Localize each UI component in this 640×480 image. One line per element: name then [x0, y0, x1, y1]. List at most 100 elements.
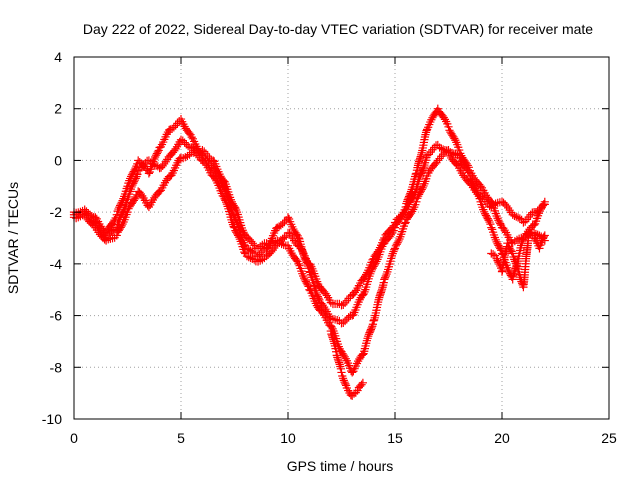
data-point-marker: [508, 249, 517, 258]
data-point-marker: [443, 119, 452, 128]
data-point-marker: [111, 213, 120, 223]
data-point-marker: [367, 265, 377, 274]
plot-frame: [73, 56, 610, 420]
data-point-marker: [507, 238, 516, 247]
data-point-marker: [511, 259, 520, 268]
data-point-marker: [129, 177, 139, 186]
series-trace-d: [326, 228, 549, 400]
data-point-marker: [400, 219, 409, 228]
data-series: [69, 104, 549, 400]
data-point-marker: [230, 202, 239, 212]
data-point-marker: [116, 211, 126, 220]
data-point-marker: [138, 160, 147, 169]
data-point-marker: [358, 350, 367, 359]
series-trace-c: [69, 145, 549, 377]
data-point-marker: [364, 330, 374, 339]
data-point-marker: [301, 255, 310, 264]
data-point-marker: [300, 253, 309, 262]
data-point-marker: [337, 368, 346, 377]
data-point-marker: [134, 156, 143, 165]
data-point-marker: [535, 244, 544, 253]
data-point-marker: [404, 192, 414, 201]
data-point-marker: [241, 231, 250, 240]
data-point-marker: [503, 239, 512, 248]
data-point-marker: [228, 209, 238, 218]
data-point-marker: [475, 194, 484, 203]
data-point-marker: [340, 378, 349, 387]
data-point-marker: [301, 256, 311, 265]
data-point-marker: [294, 233, 303, 243]
data-point-marker: [358, 378, 367, 387]
data-point-marker: [365, 328, 374, 337]
data-point-marker: [464, 168, 473, 177]
y-axis-title: SDTVAR / TECUs: [5, 182, 21, 294]
data-point-marker: [539, 232, 549, 241]
data-point-marker: [366, 325, 376, 334]
data-point-marker: [102, 228, 111, 237]
data-point-marker: [444, 122, 453, 131]
data-point-marker: [368, 320, 378, 329]
data-point-marker: [112, 210, 121, 219]
data-point-marker: [112, 231, 121, 240]
x-tick-label: 10: [280, 430, 296, 446]
y-tick-label: -2: [50, 204, 63, 220]
data-point-marker: [265, 249, 274, 258]
data-point-marker: [244, 234, 253, 243]
data-point-marker: [486, 220, 495, 229]
y-tick-label: -8: [50, 359, 63, 375]
data-point-marker: [137, 159, 146, 168]
x-tick-label: 20: [494, 430, 510, 446]
data-point-marker: [512, 260, 521, 270]
data-point-marker: [404, 193, 413, 203]
data-point-marker: [283, 228, 293, 237]
data-point-marker: [115, 201, 125, 210]
data-point-marker: [157, 163, 166, 172]
data-point-marker: [230, 223, 239, 232]
data-point-marker: [313, 292, 322, 301]
data-point-marker: [540, 231, 549, 240]
data-point-marker: [165, 125, 174, 135]
data-point-marker: [412, 197, 421, 206]
data-point-marker: [83, 215, 92, 224]
data-point-marker: [366, 326, 375, 336]
data-point-marker: [389, 226, 398, 235]
data-point-marker: [401, 218, 410, 227]
data-point-marker: [123, 208, 132, 217]
x-tick-label: 25: [601, 430, 617, 446]
y-tick-label: -4: [50, 256, 63, 272]
data-point-marker: [91, 213, 100, 222]
data-point-marker: [401, 202, 410, 212]
y-tick-label: -6: [50, 308, 63, 324]
data-point-marker: [455, 145, 464, 155]
data-point-marker: [123, 182, 132, 191]
y-tick-label: 0: [54, 152, 62, 168]
data-point-marker: [353, 386, 362, 395]
y-tick-label: -10: [42, 411, 62, 427]
data-point-marker: [115, 203, 124, 212]
data-point-marker: [417, 167, 426, 177]
y-tick-label: 2: [54, 101, 62, 117]
data-point-marker: [303, 280, 312, 289]
data-point-marker: [116, 199, 126, 209]
data-point-marker: [283, 213, 293, 222]
x-tick-label: 5: [177, 430, 185, 446]
data-point-marker: [305, 267, 314, 276]
data-point-marker: [245, 235, 254, 244]
data-point-marker: [540, 197, 549, 206]
x-tick-label: 15: [387, 430, 403, 446]
y-tick-label: 4: [54, 49, 62, 65]
data-point-marker: [80, 210, 89, 219]
data-point-marker: [465, 171, 474, 181]
data-point-marker: [455, 153, 464, 162]
data-point-marker: [88, 220, 97, 229]
axis-ticks: 0 5 10 15 20 25 -10 -8 -6 -4 -2 0 2 4: [42, 49, 617, 446]
data-point-marker: [302, 258, 311, 267]
x-axis-title: GPS time / hours: [287, 458, 394, 474]
data-point-marker: [499, 198, 508, 207]
data-point-marker: [358, 290, 367, 299]
data-point-marker: [304, 264, 313, 273]
data-point-marker: [187, 133, 196, 142]
x-tick-label: 0: [70, 430, 78, 446]
data-point-marker: [97, 232, 106, 241]
